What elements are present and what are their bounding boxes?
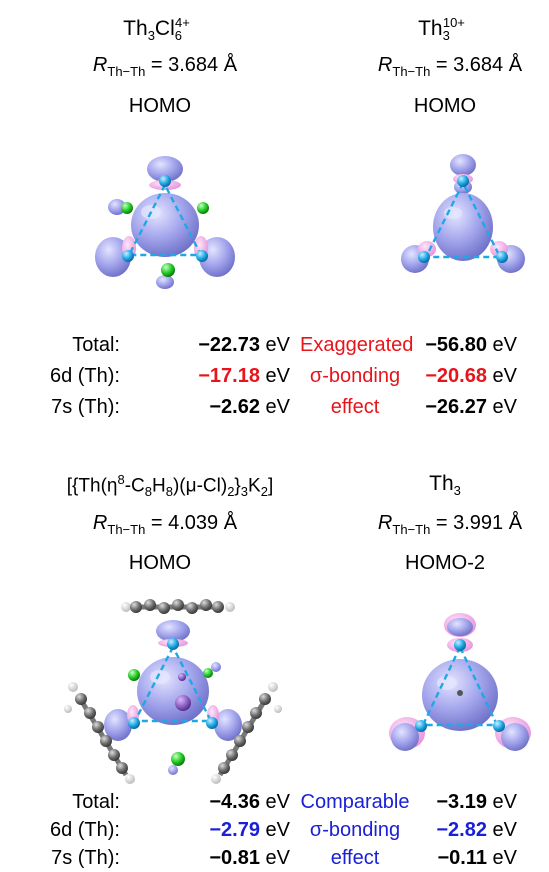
distance-top-right: RTh−Th = 3.684 Å — [377, 54, 523, 79]
value-6d-bottom-left: −2.79 eV — [209, 819, 290, 841]
note-effect-bottom: effect — [330, 847, 380, 869]
formula-th3: Th3 — [429, 472, 461, 499]
orbital-label-bottom-left: HOMO — [128, 552, 192, 574]
orbital-diagram-th3-10plus — [401, 154, 525, 273]
value-6d-top-right: −20.68 eV — [425, 365, 517, 387]
label-7s-bottom: 7s (Th): — [51, 847, 120, 869]
orbital-label-bottom-right: HOMO-2 — [405, 552, 485, 574]
orbital-diagram-th-cot-complex — [64, 599, 282, 784]
orbital-diagram-th3cl6 — [95, 156, 235, 289]
value-total-bottom-right: −3.19 eV — [436, 791, 517, 813]
note-effect-top: effect — [330, 396, 380, 418]
distance-top-left: RTh−Th = 3.684 Å — [92, 54, 238, 79]
distance-bottom-right: RTh−Th = 3.991 Å — [377, 512, 523, 537]
label-6d-top: 6d (Th): — [49, 365, 120, 387]
formula-th-cot-complex: [{Th(η8-C8H8)(μ-Cl)2}3K2] — [66, 472, 274, 500]
value-7s-top-left: −2.62 eV — [209, 396, 290, 418]
label-total-top: Total: — [72, 334, 120, 356]
value-6d-top-left: −17.18 eV — [198, 365, 290, 387]
value-7s-top-right: −26.27 eV — [425, 396, 517, 418]
note-sigma-bonding-top: σ-bonding — [309, 365, 401, 387]
value-total-bottom-left: −4.36 eV — [209, 791, 290, 813]
orbital-diagram-th3 — [389, 613, 531, 751]
note-sigma-bonding-bottom: σ-bonding — [309, 819, 401, 841]
value-7s-bottom-left: −0.81 eV — [209, 847, 290, 869]
value-total-top-left: −22.73 eV — [198, 334, 290, 356]
formula-th3-10plus: Th310+ — [418, 15, 465, 44]
value-7s-bottom-right: −0.11 eV — [437, 847, 517, 869]
value-total-top-right: −56.80 eV — [425, 334, 517, 356]
label-total-bottom: Total: — [72, 791, 120, 813]
orbital-label-top-right: HOMO — [413, 95, 477, 117]
formula-th3cl6: Th3Cl64+ — [123, 15, 190, 44]
note-comparable: Comparable — [300, 791, 410, 813]
orbital-label-top-left: HOMO — [128, 95, 192, 117]
label-7s-top: 7s (Th): — [51, 396, 120, 418]
note-exaggerated: Exaggerated — [300, 334, 414, 356]
value-6d-bottom-right: −2.82 eV — [436, 819, 517, 841]
distance-bottom-left: RTh−Th = 4.039 Å — [92, 512, 238, 537]
label-6d-bottom: 6d (Th): — [49, 819, 120, 841]
